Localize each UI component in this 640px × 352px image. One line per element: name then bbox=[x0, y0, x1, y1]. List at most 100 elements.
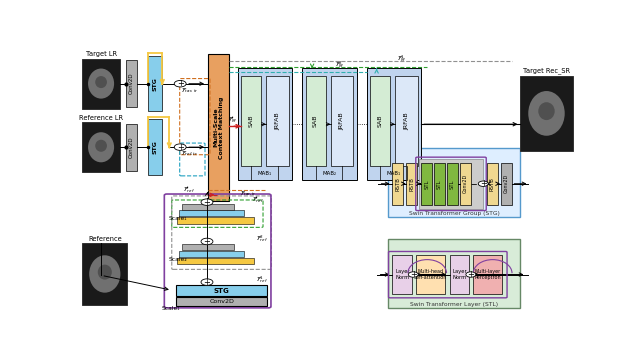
Bar bbox=[500, 163, 511, 205]
Bar bbox=[474, 255, 502, 294]
Text: Swin Transformer Layer (STL): Swin Transformer Layer (STL) bbox=[410, 302, 498, 307]
Bar bbox=[179, 210, 244, 216]
Bar bbox=[460, 163, 471, 205]
Bar bbox=[83, 122, 120, 172]
Text: $\mathcal{F}_{ref}^{1}$: $\mathcal{F}_{ref}^{1}$ bbox=[257, 274, 269, 285]
Ellipse shape bbox=[95, 76, 107, 88]
Text: SAB: SAB bbox=[313, 115, 318, 127]
Text: Conv2D: Conv2D bbox=[209, 299, 234, 304]
Text: Multi-head
Self-attention: Multi-head Self-attention bbox=[414, 269, 447, 280]
Bar bbox=[306, 76, 326, 165]
Bar bbox=[434, 163, 445, 205]
Bar bbox=[419, 159, 483, 209]
Text: $\mathcal{F}_{tar,tr}$: $\mathcal{F}_{tar,tr}$ bbox=[241, 190, 257, 198]
Bar bbox=[331, 76, 353, 165]
Text: $\mathcal{F}_{M}^{1}$: $\mathcal{F}_{M}^{1}$ bbox=[397, 54, 406, 64]
Bar bbox=[208, 55, 229, 201]
Text: $\mathcal{F}_{ref,tr}$: $\mathcal{F}_{ref,tr}$ bbox=[181, 150, 199, 158]
Circle shape bbox=[174, 81, 186, 87]
Text: +: + bbox=[410, 270, 417, 279]
Ellipse shape bbox=[538, 102, 555, 120]
Ellipse shape bbox=[95, 140, 107, 152]
Text: Reference LR: Reference LR bbox=[79, 115, 123, 121]
Bar bbox=[177, 258, 253, 264]
Bar bbox=[421, 163, 432, 205]
Bar bbox=[416, 255, 445, 294]
Text: STL: STL bbox=[424, 179, 429, 189]
Bar bbox=[266, 76, 289, 165]
Bar bbox=[148, 56, 163, 111]
Text: +: + bbox=[467, 270, 474, 279]
Text: RSTB: RSTB bbox=[490, 177, 495, 191]
Text: Layer
Norm: Layer Norm bbox=[452, 269, 467, 280]
Text: Multi-layer
Perceptron: Multi-layer Perceptron bbox=[474, 269, 501, 280]
Text: SAB: SAB bbox=[248, 115, 253, 127]
Text: Swin Transformer Group (STG): Swin Transformer Group (STG) bbox=[408, 211, 499, 216]
Text: STL: STL bbox=[437, 179, 442, 189]
Bar bbox=[302, 68, 356, 181]
Text: +: + bbox=[204, 278, 211, 287]
Text: +: + bbox=[177, 143, 184, 152]
Text: Reference: Reference bbox=[88, 236, 122, 242]
Text: STG: STG bbox=[153, 77, 158, 90]
Text: Scale₂: Scale₂ bbox=[169, 257, 188, 262]
Text: $\mathcal{F}_{M}^{l}$: $\mathcal{F}_{M}^{l}$ bbox=[228, 115, 237, 125]
Text: STG: STG bbox=[214, 288, 230, 294]
Text: +: + bbox=[177, 79, 184, 88]
Text: STG: STG bbox=[153, 140, 158, 154]
Text: JRFAB: JRFAB bbox=[275, 112, 280, 130]
Circle shape bbox=[466, 272, 476, 277]
Bar bbox=[177, 217, 253, 224]
Circle shape bbox=[201, 238, 213, 245]
Bar bbox=[182, 244, 234, 250]
Bar bbox=[406, 163, 417, 205]
Text: +: + bbox=[480, 179, 486, 188]
Bar bbox=[176, 297, 268, 306]
Bar bbox=[176, 285, 268, 296]
Text: Scale₁: Scale₁ bbox=[161, 306, 180, 311]
Text: SAB: SAB bbox=[378, 115, 383, 127]
Text: $\mathcal{F}_{M}^{2}$: $\mathcal{F}_{M}^{2}$ bbox=[335, 59, 344, 70]
Bar bbox=[520, 76, 573, 151]
Text: JRFAB: JRFAB bbox=[340, 112, 344, 130]
Bar bbox=[396, 76, 418, 165]
Bar bbox=[241, 76, 261, 165]
Text: Target LR: Target LR bbox=[86, 51, 116, 57]
Text: Scale₁: Scale₁ bbox=[169, 216, 188, 221]
Text: Target Rec_SR: Target Rec_SR bbox=[523, 67, 570, 74]
Bar bbox=[370, 76, 390, 165]
Circle shape bbox=[201, 279, 213, 285]
Text: Layer
Norm: Layer Norm bbox=[395, 269, 410, 280]
Text: Conv2D: Conv2D bbox=[129, 137, 134, 158]
Text: $\mathcal{F}_{ref}^{l}$: $\mathcal{F}_{ref}^{l}$ bbox=[252, 195, 265, 205]
Text: +: + bbox=[204, 237, 211, 246]
Text: RSTB: RSTB bbox=[396, 177, 401, 191]
Text: Multi-Scale
Context Matching: Multi-Scale Context Matching bbox=[213, 96, 224, 159]
Text: $\mathcal{F}_{ref}^{2}$: $\mathcal{F}_{ref}^{2}$ bbox=[257, 233, 269, 244]
Bar bbox=[392, 163, 403, 205]
Bar bbox=[83, 243, 127, 305]
Bar bbox=[125, 60, 136, 107]
Text: $\mathcal{F}_{tar,tr}$: $\mathcal{F}_{tar,tr}$ bbox=[181, 87, 199, 95]
Bar bbox=[367, 68, 421, 181]
Bar bbox=[125, 124, 136, 171]
Bar bbox=[148, 119, 163, 175]
Bar bbox=[447, 163, 458, 205]
Text: RSTB: RSTB bbox=[410, 177, 414, 191]
Text: STL: STL bbox=[450, 179, 455, 189]
Text: JRFAB: JRFAB bbox=[404, 112, 409, 130]
Text: Conv2D: Conv2D bbox=[504, 174, 509, 194]
Bar bbox=[392, 255, 412, 294]
Text: Conv2D: Conv2D bbox=[463, 174, 468, 194]
Bar bbox=[179, 251, 244, 257]
Bar bbox=[182, 204, 234, 210]
Text: Conv2D: Conv2D bbox=[129, 73, 134, 94]
Ellipse shape bbox=[98, 265, 112, 279]
Bar bbox=[388, 239, 520, 308]
Ellipse shape bbox=[88, 132, 114, 162]
Text: $\mathcal{F}_{ref}^{l}$: $\mathcal{F}_{ref}^{l}$ bbox=[183, 184, 195, 195]
Ellipse shape bbox=[528, 91, 564, 136]
Bar bbox=[486, 163, 498, 205]
Text: MAB₁: MAB₁ bbox=[258, 171, 272, 176]
Circle shape bbox=[201, 199, 213, 206]
